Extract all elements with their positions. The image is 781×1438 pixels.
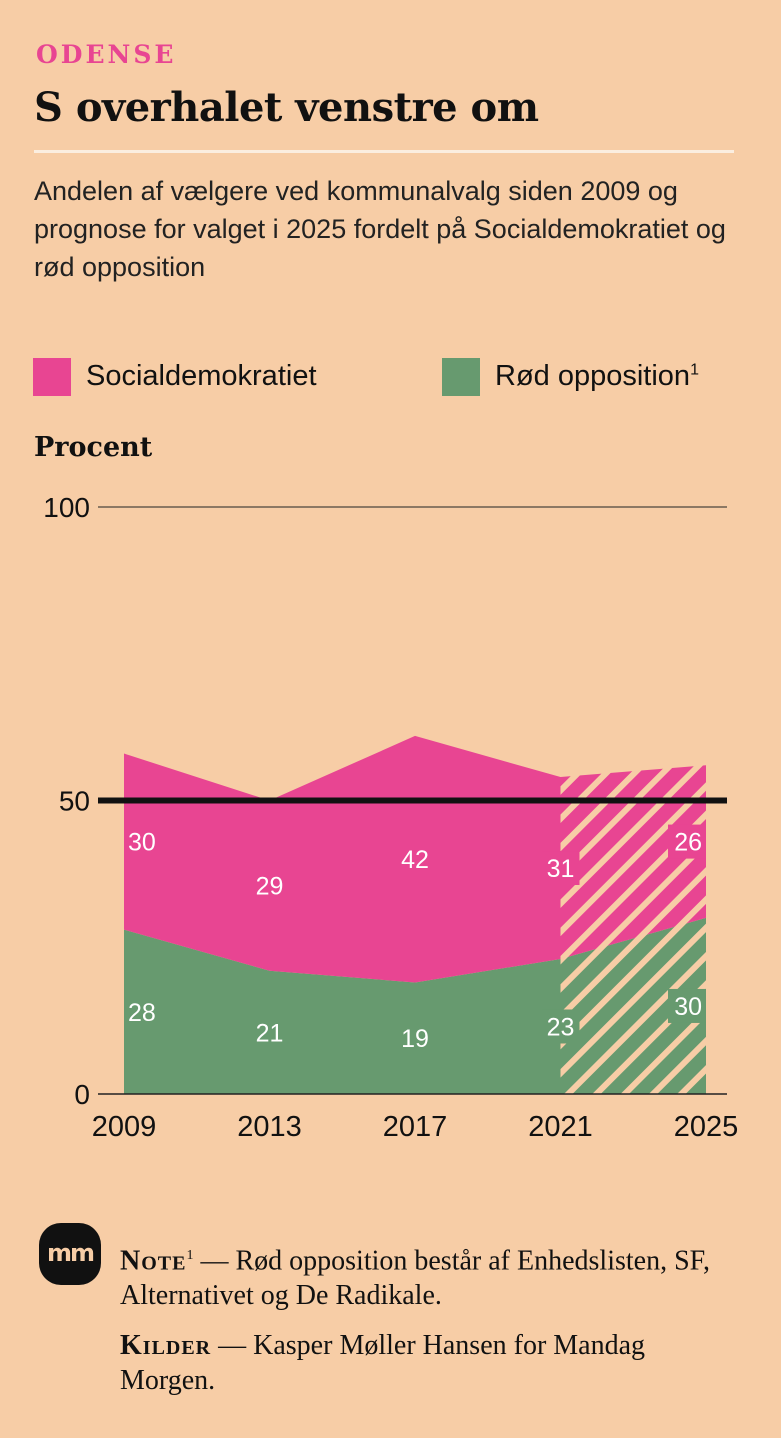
data-label-socialdemokratiet-2017: 42 — [401, 846, 429, 874]
data-label-bg — [541, 851, 580, 886]
footnotes: Note1 — Rød opposition består af Enhedsl… — [120, 1238, 740, 1413]
x-tick-2025: 2025 — [674, 1111, 739, 1143]
data-label-bg — [668, 824, 706, 859]
y-tick-50: 50 — [59, 786, 90, 817]
data-label-roed-opposition-2025: 30 — [674, 993, 702, 1021]
note: Note1 — Rød opposition består af Enhedsl… — [120, 1238, 740, 1313]
note-footnote-marker: 1 — [186, 1248, 194, 1263]
data-label-socialdemokratiet-2013: 29 — [256, 873, 284, 901]
legend-footnote-marker: 1 — [690, 361, 699, 379]
sources-label: Kilder — [120, 1330, 212, 1362]
x-tick-2009: 2009 — [92, 1111, 157, 1143]
y-axis-unit-label: Procent — [34, 432, 153, 463]
chart-subtitle: Andelen af vælgere ved kommunalvalg side… — [34, 176, 726, 282]
data-label-bg — [668, 988, 706, 1023]
y-tick-100: 100 — [43, 492, 90, 523]
x-tick-2017: 2017 — [383, 1111, 448, 1143]
data-label-roed-opposition-2021: 23 — [547, 1013, 575, 1041]
area-socialdemokratiet — [124, 735, 561, 983]
title-divider — [34, 150, 734, 153]
sources: Kilder — Kasper Møller Hansen for Mandag… — [120, 1328, 740, 1398]
data-label-roed-opposition-2017: 19 — [401, 1025, 429, 1053]
stacked-area-chart: 28 21 19 23 30 30 29 42 31 26 0 50 100 2009 2013 2017 20… — [43, 492, 739, 1143]
y-tick-0: 0 — [74, 1079, 90, 1110]
data-label-socialdemokratiet-2009: 30 — [128, 829, 156, 857]
x-tick-2013: 2013 — [237, 1111, 302, 1143]
data-label-bg — [541, 1009, 580, 1044]
note-label: Note — [120, 1245, 187, 1277]
legend-swatch-roed-opposition — [442, 358, 480, 396]
data-label-socialdemokratiet-2021: 31 — [547, 855, 575, 883]
legend-label-socialdemokratiet: Socialdemokratiet — [86, 360, 317, 392]
mandag-morgen-logo: mm — [39, 1223, 101, 1285]
kicker: ODENSE — [36, 40, 177, 69]
note-text: — Rød opposition består af Enhedslisten,… — [120, 1245, 710, 1312]
x-tick-2021: 2021 — [528, 1111, 593, 1143]
chart-title: S overhalet venstre om — [34, 84, 539, 131]
data-label-roed-opposition-2009: 28 — [128, 999, 156, 1027]
legend-swatch-socialdemokratiet — [33, 358, 71, 396]
area-forecast-roed-opposition — [560, 917, 706, 1094]
legend-label-roed-opposition: Rød opposition1 — [495, 360, 699, 392]
sources-text: — Kasper Møller Hansen for Mandag Morgen… — [120, 1330, 646, 1397]
data-label-socialdemokratiet-2025: 26 — [674, 829, 702, 857]
area-roed-opposition — [124, 929, 561, 1094]
area-forecast-socialdemokratiet — [560, 765, 706, 959]
data-label-roed-opposition-2013: 21 — [256, 1019, 284, 1047]
